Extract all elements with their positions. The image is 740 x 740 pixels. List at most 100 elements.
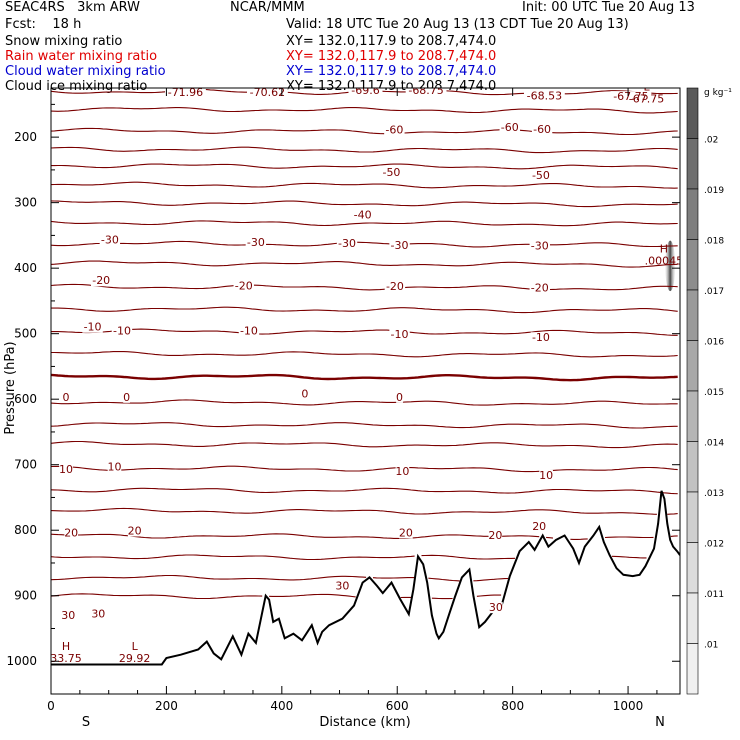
y-tick-label: 500 (14, 327, 37, 341)
colorbar-label: .013 (704, 489, 724, 499)
contour-label-bg (348, 88, 383, 97)
isotherm-line (51, 240, 678, 248)
x-tick-label: 600 (386, 699, 409, 713)
contour-label-bg (336, 237, 358, 249)
contour-label-bg (246, 88, 288, 99)
x-tick-label: 0 (47, 699, 55, 713)
colorbar-swatch (686, 441, 699, 493)
contour-label-bg (384, 124, 405, 136)
contour-label-bg (62, 391, 70, 403)
contour-label: -60 (533, 123, 551, 136)
isotherm-line (51, 163, 678, 170)
isotherm-line (51, 283, 678, 291)
isotherm-line (51, 465, 678, 473)
contour-label: -10 (532, 331, 550, 344)
contour-label: -30 (247, 236, 265, 249)
contour-label-bg (111, 325, 133, 337)
contour-label: 20 (128, 524, 142, 537)
colorbar-label: .016 (704, 338, 724, 348)
terrain-line (51, 490, 680, 666)
colorbar-label: .017 (704, 287, 724, 297)
contour-label: 20 (399, 526, 413, 539)
contour-label-bg (233, 280, 254, 292)
contour-label: 30 (335, 580, 349, 593)
contour-label-bg (301, 388, 309, 400)
field-label-cloud-water: Cloud water mixing ratio (5, 64, 166, 79)
isotherm-line (51, 328, 678, 336)
colorbar-label: .015 (704, 388, 724, 398)
contour-label: 20 (64, 526, 78, 539)
contour-label: -10 (113, 325, 131, 338)
y-tick-label: 900 (14, 589, 37, 603)
field-label-snow: Snow mixing ratio (5, 34, 123, 49)
colorbar-swatch (686, 542, 699, 594)
plot-area: -71.96 -70.62 -69.6 -68.75 -68.53 -67.75 -60 -6… (51, 81, 680, 666)
isotherm-line (51, 554, 647, 561)
colorbar-swatch (686, 340, 699, 392)
isotherm-line (51, 220, 678, 227)
contour-label: 10 (395, 465, 409, 478)
contour-label: 10 (107, 460, 121, 473)
field-label-rain: Rain water mixing ratio (5, 49, 158, 64)
contour-label-bg (107, 461, 122, 473)
x-tick-label: 400 (270, 699, 293, 713)
extremum-kind: H (660, 242, 668, 255)
contour-label: -60 (501, 121, 519, 134)
contour-label-bg (389, 239, 410, 251)
isotherm-line (51, 533, 678, 540)
model-title: SEAC4RS 3km ARW (5, 0, 141, 15)
contour-label: -40 (354, 209, 372, 222)
contour-label: -70.62 (250, 86, 285, 99)
contour-label-bg (165, 88, 206, 99)
contour-label: -20 (92, 274, 110, 287)
isotherm-line (51, 107, 678, 114)
contour-label: -10 (391, 328, 409, 341)
extremum-kind: L (643, 81, 650, 94)
contour-label: -50 (382, 166, 400, 179)
init-time: Init: 00 UTC Tue 20 Aug 13 (522, 0, 695, 15)
contour-label: 0 (301, 388, 308, 401)
contour-label: 0 (123, 391, 130, 404)
contour-label-bg (395, 465, 410, 477)
contour-label-bg (82, 321, 103, 333)
contour-label-bg (499, 121, 520, 133)
cloud-ice-shading (665, 240, 676, 292)
isotherm-line (51, 146, 678, 154)
y-tick-label: 300 (14, 196, 37, 210)
colorbar-swatch (686, 390, 699, 442)
contour-label: -69.6 (351, 84, 379, 97)
contour-label-bg (610, 91, 652, 103)
y-tick-label: 600 (14, 392, 37, 406)
isotherm-line (51, 422, 678, 429)
forecast-hour: Fcst: 18 h (5, 17, 82, 32)
colorbar-swatch (686, 87, 699, 139)
x-tick-label: 800 (501, 699, 524, 713)
contour-label-bg (245, 237, 267, 249)
colorbar-swatch (686, 643, 699, 695)
isotherm-line (51, 260, 678, 268)
x-tick-label: 200 (155, 699, 178, 713)
contour-label: 10 (59, 463, 73, 476)
isotherm-line (51, 127, 678, 136)
isotherm-line (51, 306, 678, 314)
contour-label-bg (381, 167, 402, 179)
isotherm-line (51, 181, 678, 189)
colorbar-label: .011 (704, 590, 724, 600)
plot-frame (50, 87, 681, 695)
contour-label-bg (523, 90, 565, 102)
contour-label-bg (530, 169, 552, 181)
y-tick-label: 700 (14, 458, 37, 472)
contour-label-bg (238, 325, 260, 337)
contour-label-bg (531, 123, 553, 135)
contour-label: -30 (531, 240, 549, 253)
contour-label: -50 (532, 169, 550, 182)
contour-label: 20 (488, 529, 502, 542)
contour-label: -10 (84, 321, 102, 334)
contour-label: -20 (531, 281, 549, 294)
isotherm-line (51, 399, 678, 406)
contour-label: -30 (338, 237, 356, 250)
contour-label-bg (91, 275, 112, 287)
colorbar-swatch (686, 592, 699, 644)
colorbar-swatch (686, 491, 699, 543)
contour-label-bg (384, 281, 406, 293)
